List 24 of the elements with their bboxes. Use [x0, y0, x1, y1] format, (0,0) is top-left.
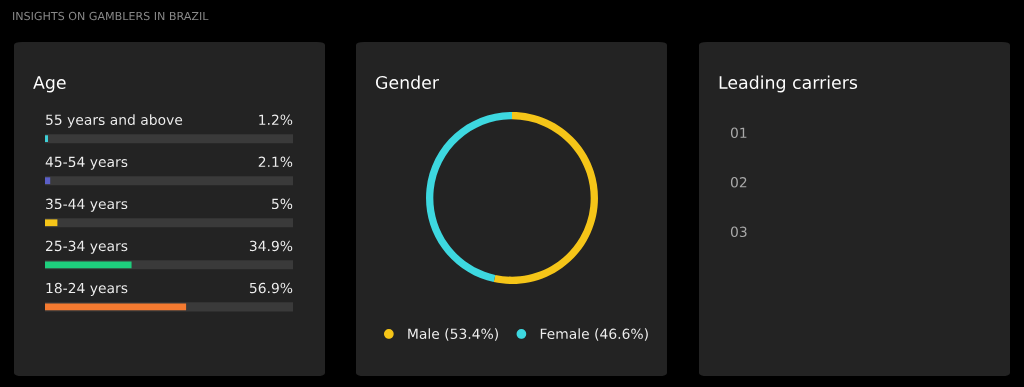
- legend-label: Female (46.6%): [540, 328, 648, 341]
- y-tick-label: 25-34 years: [46, 240, 128, 254]
- bar: [45, 177, 51, 185]
- y-tick-label: 18-24 years: [46, 282, 128, 296]
- text: Leading carriers: [719, 75, 858, 93]
- bar: [45, 135, 48, 143]
- y-tick-label: 55 years and above: [46, 114, 183, 128]
- data-label: 56.9%: [249, 282, 293, 294]
- donut-slice: [493, 112, 598, 284]
- donut-slice: [426, 112, 512, 283]
- chart-title: Age: [33, 76, 66, 93]
- data-label: 5%: [272, 198, 293, 210]
- bar: [45, 219, 58, 227]
- text: INSIGHTS ON GAMBLERS IN BRAZIL: [13, 11, 209, 21]
- data-label: 1.2%: [259, 114, 293, 126]
- y-tick-label: 45-54 years: [45, 156, 128, 170]
- chart-title: Gender: [375, 75, 439, 90]
- text: 03: [730, 226, 747, 238]
- text: 02: [730, 177, 747, 188]
- data-label: 34.9%: [249, 240, 293, 252]
- text: 01: [730, 127, 747, 139]
- legend-label: Male (53.4%): [408, 328, 498, 341]
- data-label: 2.1%: [258, 156, 293, 168]
- y-tick-label: 35-44 years: [46, 198, 128, 212]
